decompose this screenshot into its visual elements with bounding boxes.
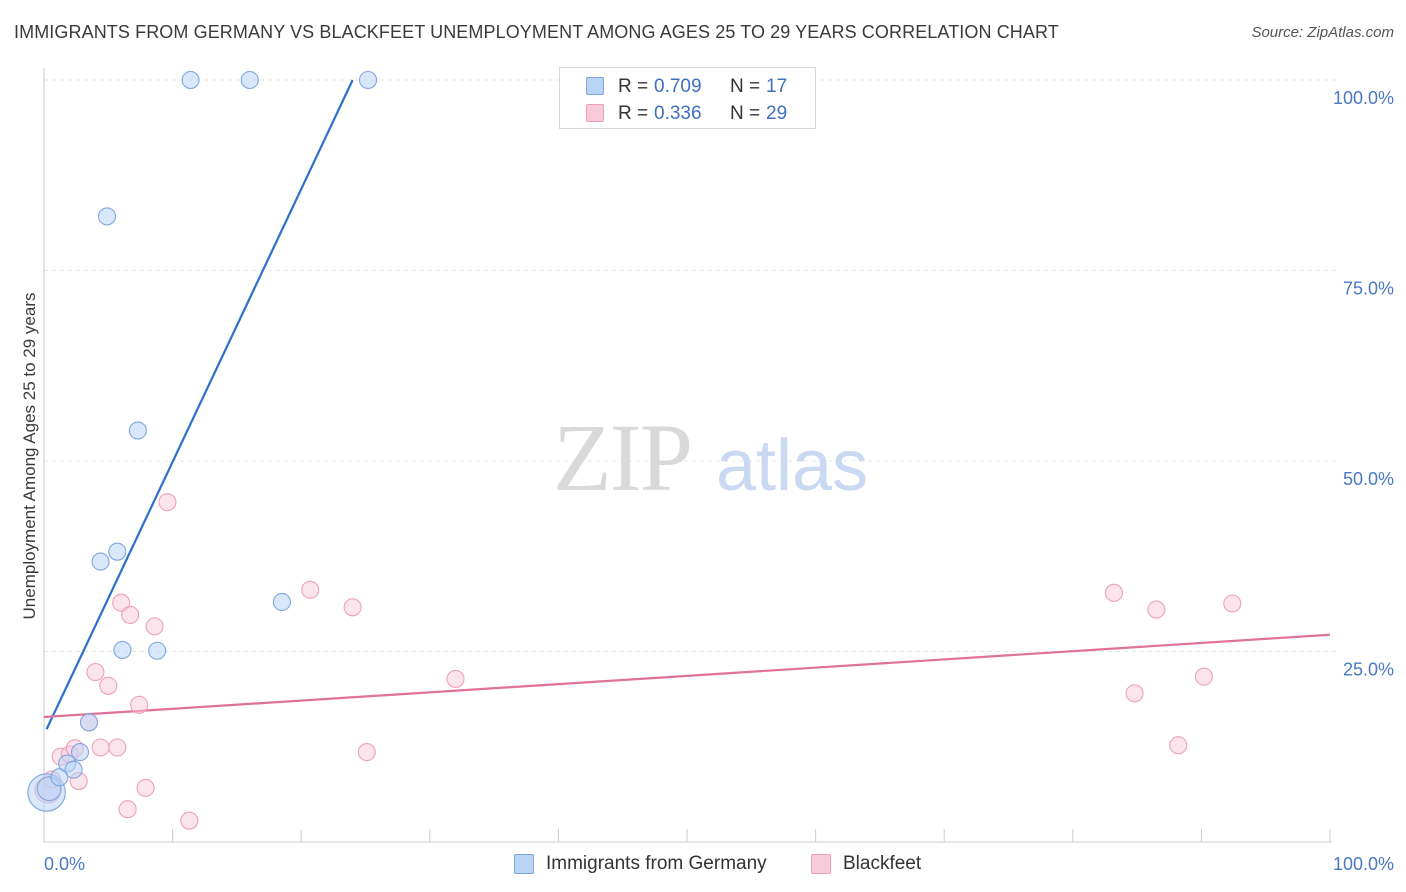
legend-n-label: N = — [730, 76, 761, 97]
data-point-germany — [108, 542, 127, 561]
y-tick-label-25: 25.0% — [1343, 660, 1394, 680]
data-point-blackfeet — [130, 695, 149, 714]
series-label-germany: Immigrants from Germany — [546, 853, 767, 874]
legend-swatch-blackfeet — [586, 104, 604, 122]
data-point-blackfeet — [136, 778, 155, 797]
series-legend-germany: Immigrants from Germany — [514, 852, 767, 876]
legend-r-label: R = — [618, 103, 649, 124]
y-tick-labels: 25.0% 50.0% 75.0% 100.0% — [1333, 88, 1394, 680]
watermark-zip-text: ZIP — [553, 404, 691, 511]
series-legend-blackfeet: Blackfeet — [811, 852, 921, 876]
series-swatch-blackfeet — [811, 854, 831, 874]
legend-n-value: 17 — [766, 76, 788, 97]
trendlines — [43, 79, 1331, 730]
series-label-blackfeet: Blackfeet — [843, 853, 922, 874]
legend-r-value: 0.709 — [654, 76, 702, 97]
data-point-germany — [91, 552, 110, 571]
data-point-germany — [97, 207, 117, 226]
data-point-germany — [359, 70, 378, 90]
y-tick-label-75: 75.0% — [1343, 279, 1394, 299]
data-point-germany — [148, 641, 167, 660]
data-points — [27, 70, 1242, 830]
data-point-blackfeet — [343, 598, 362, 617]
data-point-blackfeet — [108, 738, 127, 757]
legend-r-label: R = — [618, 76, 649, 97]
chart-title: IMMIGRANTS FROM GERMANY VS BLACKFEET UNE… — [14, 22, 1059, 42]
data-point-blackfeet — [86, 663, 105, 682]
data-point-blackfeet — [1169, 736, 1188, 755]
data-point-blackfeet — [180, 811, 199, 830]
data-point-blackfeet — [1194, 667, 1214, 686]
data-point-germany — [128, 421, 147, 440]
series-swatch-germany — [514, 854, 534, 874]
data-point-blackfeet — [112, 593, 131, 612]
data-point-blackfeet — [158, 493, 177, 512]
data-point-germany — [64, 760, 83, 779]
data-point-germany — [70, 743, 90, 762]
correlation-legend: R = 0.709 N = 17 R = 0.336 N = 29 — [559, 67, 816, 129]
legend-n-value: 29 — [766, 103, 788, 124]
data-point-germany — [272, 592, 291, 612]
legend-r-value: 0.336 — [654, 103, 702, 124]
watermark-atlas-text: atlas — [716, 426, 868, 506]
data-point-germany — [240, 70, 259, 90]
trendline-blackfeet — [43, 633, 1331, 719]
watermark: ZIP atlas — [553, 404, 868, 511]
y-tick-label-100: 100.0% — [1333, 88, 1394, 108]
x-tick-label-max: 100.0% — [1333, 854, 1394, 874]
data-point-blackfeet — [301, 580, 320, 599]
data-point-blackfeet — [446, 669, 465, 688]
data-point-blackfeet — [145, 617, 164, 636]
data-point-blackfeet — [118, 800, 137, 819]
data-point-germany — [79, 713, 99, 732]
data-point-blackfeet — [1125, 684, 1144, 703]
legend-swatch-germany — [586, 77, 604, 95]
data-point-blackfeet — [1147, 600, 1166, 619]
data-point-blackfeet — [1223, 594, 1242, 613]
trendline-germany — [45, 79, 354, 730]
data-point-germany — [50, 768, 69, 787]
x-tick-labels: 0.0% 100.0% — [44, 854, 1394, 874]
data-point-blackfeet — [91, 738, 110, 757]
source-label: Source: ZipAtlas.com — [1251, 24, 1394, 41]
legend-n-label: N = — [730, 103, 761, 124]
y-tick-label-50: 50.0% — [1343, 469, 1394, 489]
gridlines — [44, 79, 1338, 652]
axes — [43, 68, 1332, 843]
data-point-blackfeet — [121, 605, 140, 624]
data-point-germany — [113, 640, 132, 660]
data-point-blackfeet — [99, 676, 118, 695]
x-tick-label-min: 0.0% — [44, 854, 85, 874]
data-point-blackfeet — [1104, 583, 1124, 602]
data-point-blackfeet — [357, 743, 376, 762]
data-point-germany — [181, 70, 200, 90]
